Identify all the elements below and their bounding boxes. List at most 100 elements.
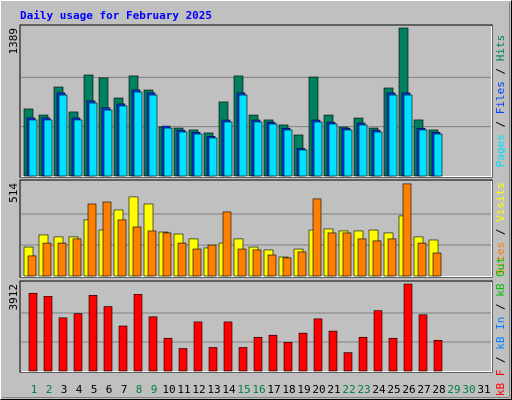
legend-separator: /: [494, 297, 507, 317]
bar: [387, 238, 397, 277]
bar: [312, 198, 322, 277]
bar: [162, 232, 172, 277]
bar: [57, 242, 67, 277]
bar: [208, 347, 218, 372]
bar: [193, 133, 203, 177]
bar: [403, 94, 413, 177]
bar: [147, 230, 157, 277]
bar: [372, 240, 382, 277]
x-tick-label: 18: [282, 383, 295, 396]
bar: [328, 123, 338, 177]
bar: [87, 203, 97, 277]
bar: [253, 121, 263, 177]
bar: [133, 293, 143, 372]
bar: [58, 94, 68, 177]
bar: [133, 91, 143, 177]
legend-entry: Hits: [494, 35, 507, 62]
bar: [223, 321, 233, 372]
legend-entry: kB F: [494, 370, 507, 397]
bar: [282, 257, 292, 277]
bar: [58, 317, 68, 372]
bar: [238, 347, 248, 372]
legend-entry: kB In: [494, 317, 507, 350]
bar: [267, 254, 277, 277]
bar: [358, 336, 368, 372]
bar: [417, 242, 427, 277]
bar: [342, 232, 352, 277]
bar: [178, 348, 188, 372]
bar: [207, 244, 217, 277]
bar: [328, 330, 338, 372]
y-tick-label: 514: [7, 183, 20, 203]
bar: [433, 133, 443, 177]
bar: [42, 242, 52, 277]
bar: [103, 306, 113, 372]
bar: [208, 137, 218, 177]
x-tick-label: 13: [207, 383, 220, 396]
bar: [268, 334, 278, 372]
x-tick-label: 1: [31, 383, 38, 396]
bar: [72, 238, 82, 277]
x-tick-label: 26: [402, 383, 415, 396]
bar: [148, 316, 158, 372]
legend: Sites / Visits: [494, 182, 507, 275]
x-tick-label: 19: [297, 383, 310, 396]
bar: [117, 219, 127, 277]
x-tick-label: 22: [342, 383, 355, 396]
x-tick-label: 8: [136, 383, 143, 396]
x-tick-label: 28: [432, 383, 445, 396]
bar: [193, 321, 203, 372]
bar: [313, 121, 323, 177]
x-tick-label: 12: [192, 383, 205, 396]
bar: [283, 342, 293, 372]
legend-entry: Pages: [494, 134, 507, 167]
bar: [148, 94, 158, 177]
legend-separator: /: [494, 350, 507, 370]
bar: [28, 292, 38, 372]
bar: [418, 314, 428, 372]
x-tick-label: 20: [312, 383, 325, 396]
x-tick-label: 2: [46, 383, 53, 396]
bar: [88, 102, 98, 177]
x-tick-label: 23: [357, 383, 370, 396]
bar: [237, 248, 247, 277]
bar: [238, 94, 248, 177]
bar: [253, 336, 263, 372]
x-tick-label: 11: [177, 383, 190, 396]
bar: [118, 325, 128, 372]
bar: [178, 131, 188, 177]
bar: [88, 294, 98, 372]
x-tick-label: 14: [222, 383, 236, 396]
x-tick-label: 10: [162, 383, 175, 396]
bar: [102, 201, 112, 277]
bar: [28, 119, 38, 177]
bar: [27, 255, 37, 277]
legend-entry: Visits: [494, 182, 507, 222]
bar: [103, 109, 113, 177]
legend-entry: kB Out: [494, 257, 507, 297]
bar: [118, 105, 128, 177]
bar: [327, 232, 337, 277]
bar: [373, 131, 383, 177]
x-tick-label: 6: [106, 383, 113, 396]
legend: kB F / kB In / kB Out: [494, 257, 507, 396]
bar: [343, 129, 353, 177]
x-tick-label: 27: [417, 383, 430, 396]
bar: [132, 226, 142, 277]
legend-entry: Files: [494, 81, 507, 114]
bar: [313, 318, 323, 372]
legend-separator: /: [494, 222, 507, 242]
bar: [192, 248, 202, 277]
x-tick-label: 3: [61, 383, 68, 396]
x-tick-label: 16: [252, 383, 265, 396]
bar: [163, 127, 173, 177]
bar: [433, 340, 443, 372]
bar: [432, 252, 442, 277]
legend-separator: /: [494, 61, 507, 81]
bar: [223, 121, 233, 177]
bar: [222, 211, 232, 277]
legend: Pages / Files / Hits: [494, 35, 507, 168]
y-tick-label: 1389: [7, 28, 20, 55]
